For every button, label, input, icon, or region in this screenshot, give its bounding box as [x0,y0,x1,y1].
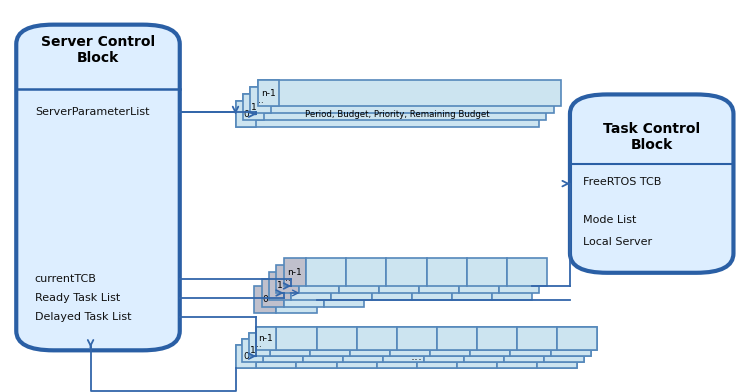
Bar [504,339,544,362]
Text: Local Server: Local Server [583,237,653,247]
Text: Mode List: Mode List [583,216,636,225]
Bar [497,345,537,368]
Bar [457,345,497,368]
Text: 1: 1 [251,103,256,112]
Bar [316,327,357,350]
Bar [256,327,598,350]
Text: ..: .. [258,96,263,105]
Bar [390,333,430,356]
Bar [291,272,331,299]
Text: n-1: n-1 [259,334,273,343]
Bar [276,287,316,314]
Text: ServerParameterList: ServerParameterList [35,107,149,117]
Bar [544,339,584,362]
Text: Delayed Task List: Delayed Task List [35,312,131,322]
Bar [269,272,291,299]
Bar [467,258,507,286]
Bar [236,101,539,127]
Text: 1: 1 [278,281,283,290]
Text: 1: 1 [250,346,255,355]
Bar [310,333,350,356]
Bar [430,333,471,356]
Bar [298,265,339,292]
Text: ..: .. [285,274,290,283]
Bar [372,272,412,299]
Bar [477,327,517,350]
Bar [243,94,546,120]
Bar [377,345,417,368]
Bar [339,265,379,292]
Text: n-1: n-1 [288,267,302,276]
Text: Task Control
Block: Task Control Block [604,122,700,152]
FancyBboxPatch shape [570,94,733,273]
Bar [343,339,383,362]
Text: 0: 0 [243,110,248,119]
Bar [283,258,306,286]
Bar [471,333,510,356]
Bar [251,87,272,113]
Bar [303,339,343,362]
Bar [306,258,346,286]
Bar [397,327,437,350]
Bar [383,339,424,362]
Bar [324,279,364,307]
FancyBboxPatch shape [16,25,180,350]
Bar [257,345,296,368]
Bar [386,258,427,286]
Bar [243,94,264,120]
Bar [517,327,557,350]
Bar [249,333,270,356]
Bar [254,287,276,314]
Bar [557,327,598,350]
Bar [464,339,504,362]
Text: 0: 0 [263,296,268,305]
Bar [276,327,316,350]
Bar [350,333,390,356]
Bar [510,333,551,356]
Bar [296,345,336,368]
Bar [236,345,577,368]
Bar [251,87,554,113]
Bar [417,345,457,368]
Bar [452,272,492,299]
Bar [236,345,257,368]
Bar [424,339,464,362]
Text: Period, Budget, Priority, Remaining Budget: Period, Budget, Priority, Remaining Budg… [305,110,490,119]
Bar [460,265,499,292]
Text: FreeRTOS TCB: FreeRTOS TCB [583,177,662,187]
Bar [437,327,477,350]
Bar [258,80,278,107]
Bar [346,258,386,286]
Bar [276,265,298,292]
Bar [499,265,539,292]
Text: ...: ... [411,350,423,363]
Bar [262,279,283,307]
Bar [379,265,419,292]
Text: ..: .. [257,340,262,349]
Text: currentTCB: currentTCB [35,274,97,283]
Bar [419,265,460,292]
Bar [242,339,584,362]
Bar [492,272,532,299]
Text: n-1: n-1 [261,89,275,98]
Bar [249,333,591,356]
Bar [551,333,591,356]
Bar [258,80,561,107]
Bar [412,272,452,299]
Bar [357,327,397,350]
Bar [242,339,263,362]
Bar [263,339,303,362]
Bar [427,258,467,286]
Bar [336,345,377,368]
Bar [283,279,324,307]
Bar [507,258,547,286]
Text: Ready Task List: Ready Task List [35,293,120,303]
Text: 0: 0 [243,352,248,361]
Bar [256,327,276,350]
Bar [236,101,257,127]
Bar [331,272,372,299]
Bar [270,333,310,356]
Bar [537,345,577,368]
Text: Server Control
Block: Server Control Block [41,35,155,65]
